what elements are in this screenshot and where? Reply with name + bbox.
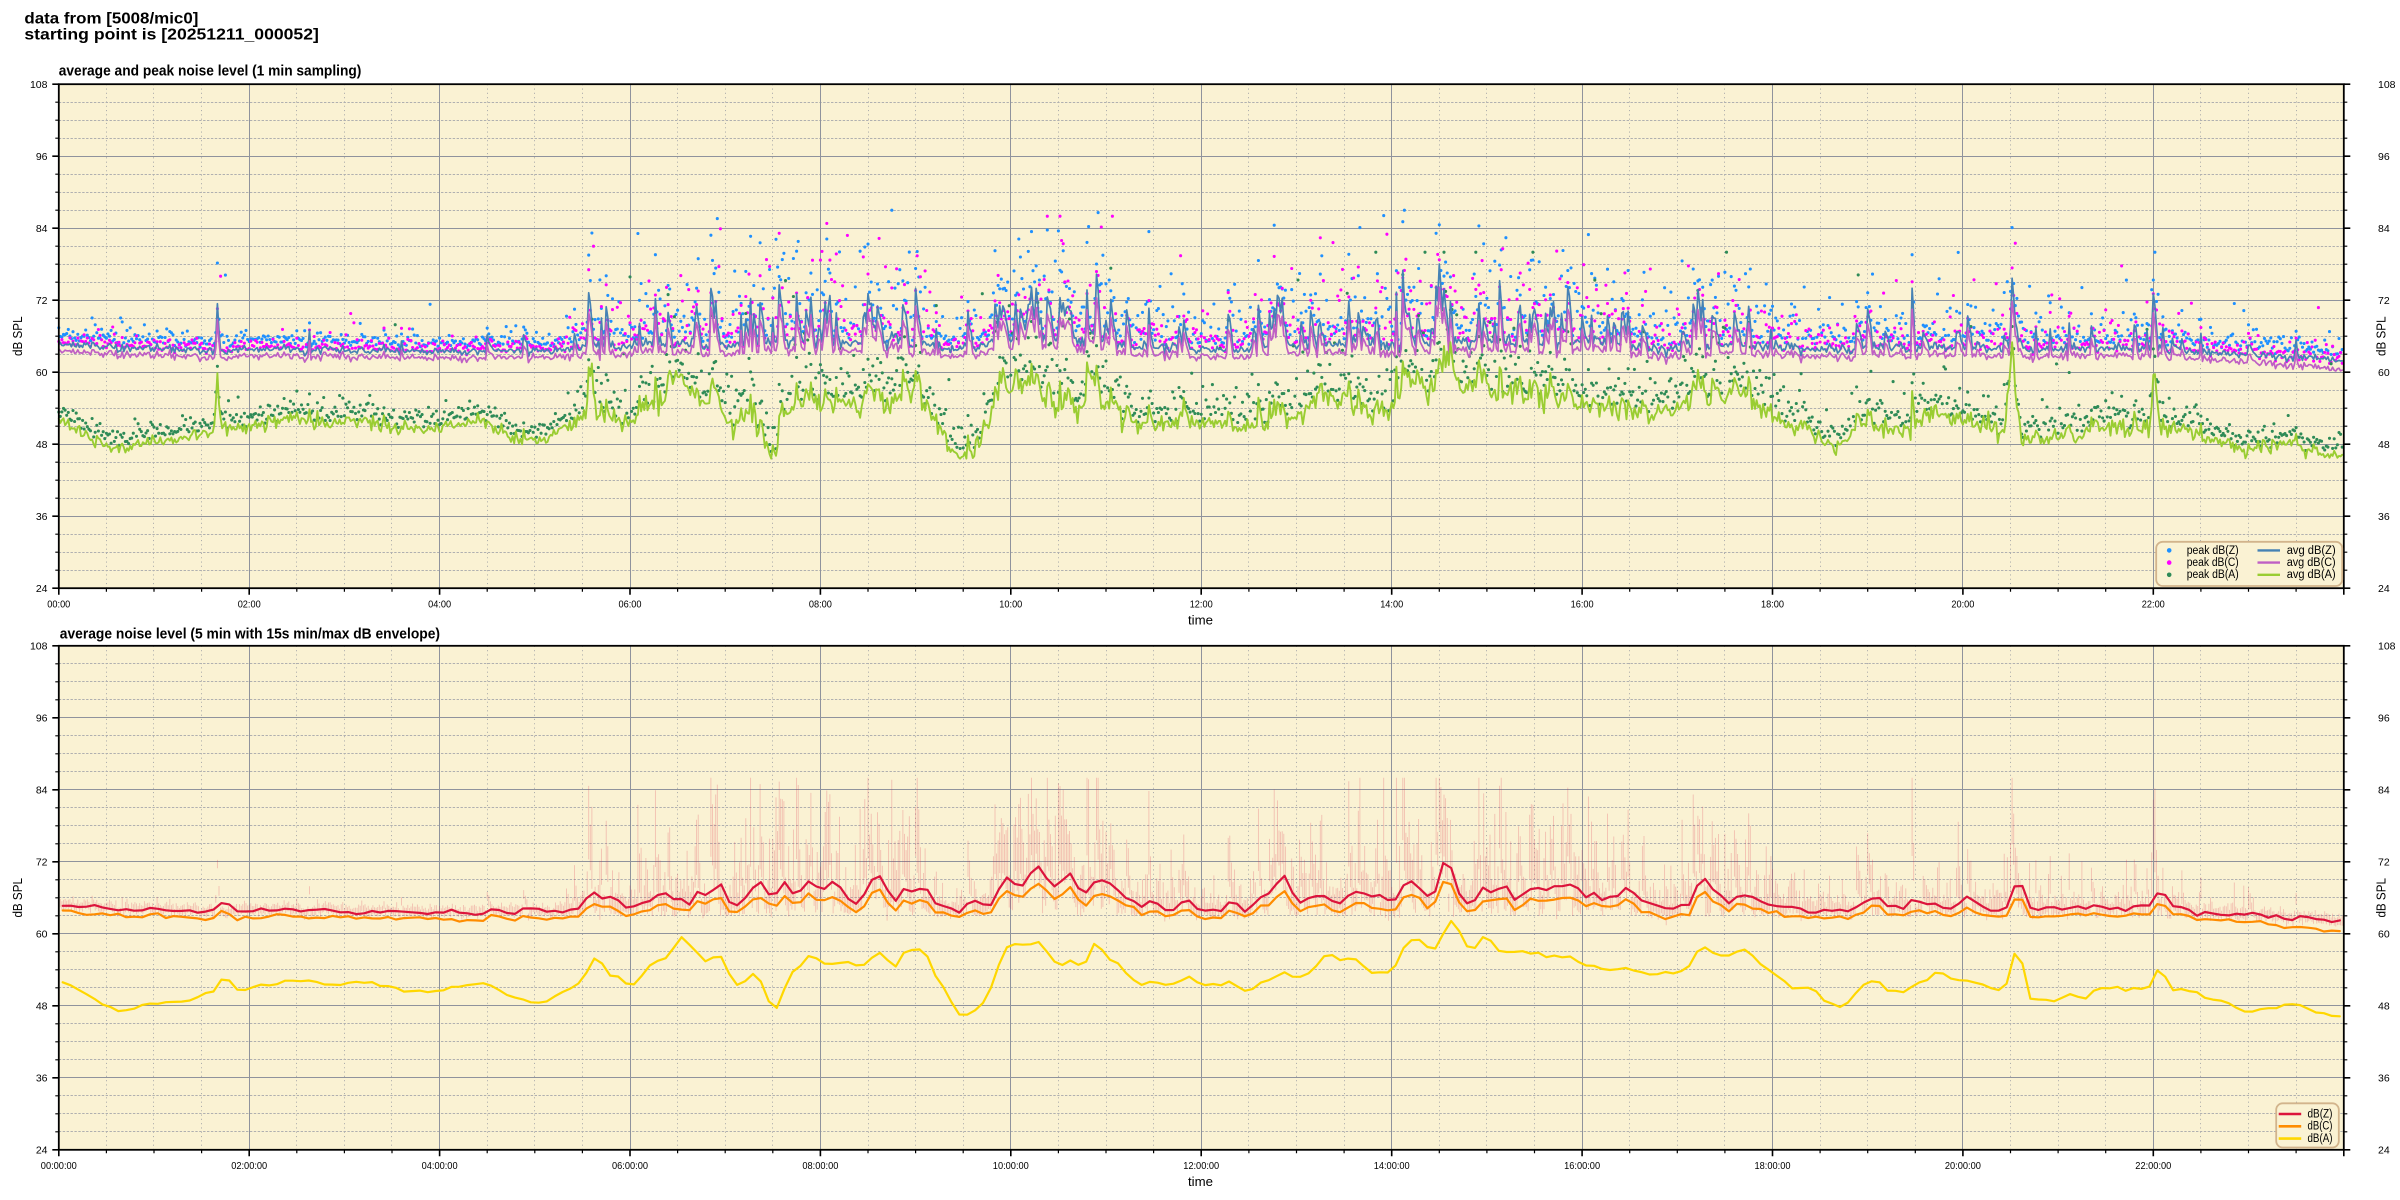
svg-text:data from [5008/mic0]: data from [5008/mic0] (24, 11, 198, 28)
svg-text:108: 108 (2378, 641, 2396, 653)
svg-text:average noise level (5 min wit: average noise level (5 min with 15s min/… (60, 626, 440, 642)
svg-text:dB(Z): dB(Z) (2308, 1108, 2333, 1120)
svg-text:dB SPL: dB SPL (10, 878, 25, 918)
svg-text:84: 84 (36, 785, 48, 797)
svg-text:14:00:00: 14:00:00 (1374, 1160, 1410, 1172)
svg-text:14:00: 14:00 (1380, 599, 1403, 611)
svg-text:72: 72 (36, 295, 48, 307)
svg-text:22:00: 22:00 (2142, 599, 2165, 611)
svg-text:24: 24 (36, 583, 48, 595)
svg-text:24: 24 (2378, 1145, 2390, 1157)
svg-text:time: time (1188, 613, 1213, 628)
svg-text:48: 48 (36, 1001, 48, 1013)
svg-text:avg dB(A): avg dB(A) (2287, 569, 2336, 581)
svg-text:96: 96 (36, 151, 48, 163)
svg-text:00:00:00: 00:00:00 (41, 1160, 77, 1172)
svg-text:36: 36 (2378, 1073, 2390, 1085)
svg-text:24: 24 (36, 1145, 48, 1157)
svg-text:peak dB(A): peak dB(A) (2187, 569, 2239, 581)
svg-text:16:00: 16:00 (1571, 599, 1594, 611)
svg-text:10:00:00: 10:00:00 (993, 1160, 1029, 1172)
svg-text:72: 72 (36, 857, 48, 869)
svg-text:60: 60 (36, 929, 48, 941)
svg-text:84: 84 (2378, 785, 2390, 797)
svg-text:starting point is [20251211_00: starting point is [20251211_000052] (24, 26, 319, 43)
svg-text:96: 96 (36, 713, 48, 725)
svg-text:72: 72 (2378, 295, 2390, 307)
svg-text:04:00: 04:00 (428, 599, 451, 611)
svg-text:48: 48 (2378, 1001, 2390, 1013)
svg-text:dB(C): dB(C) (2308, 1121, 2333, 1133)
svg-text:84: 84 (36, 223, 48, 235)
svg-text:12:00: 12:00 (1190, 599, 1213, 611)
svg-text:36: 36 (2378, 511, 2390, 523)
svg-text:18:00: 18:00 (1761, 599, 1784, 611)
svg-text:108: 108 (30, 641, 48, 653)
svg-text:avg dB(C): avg dB(C) (2287, 557, 2336, 569)
svg-text:60: 60 (36, 367, 48, 379)
svg-text:06:00:00: 06:00:00 (612, 1160, 648, 1172)
svg-text:dB SPL: dB SPL (2374, 316, 2389, 356)
svg-text:time: time (1188, 1174, 1213, 1189)
svg-text:peak dB(Z): peak dB(Z) (2187, 545, 2239, 557)
svg-text:36: 36 (36, 511, 48, 523)
svg-text:peak dB(C): peak dB(C) (2187, 557, 2239, 569)
svg-text:48: 48 (2378, 439, 2390, 451)
svg-text:12:00:00: 12:00:00 (1183, 1160, 1219, 1172)
svg-text:48: 48 (36, 439, 48, 451)
svg-text:18:00:00: 18:00:00 (1755, 1160, 1791, 1172)
svg-text:20:00:00: 20:00:00 (1945, 1160, 1981, 1172)
svg-text:20:00: 20:00 (1951, 599, 1974, 611)
svg-text:10:00: 10:00 (999, 599, 1022, 611)
svg-text:02:00: 02:00 (238, 599, 261, 611)
svg-text:108: 108 (30, 79, 48, 91)
svg-text:dB SPL: dB SPL (10, 316, 25, 356)
svg-text:08:00: 08:00 (809, 599, 832, 611)
svg-text:04:00:00: 04:00:00 (422, 1160, 458, 1172)
svg-text:96: 96 (2378, 713, 2390, 725)
svg-text:60: 60 (2378, 367, 2390, 379)
svg-text:36: 36 (36, 1073, 48, 1085)
svg-text:dB(A): dB(A) (2308, 1133, 2333, 1145)
svg-text:22:00:00: 22:00:00 (2135, 1160, 2171, 1172)
svg-text:average and peak noise level (: average and peak noise level (1 min samp… (59, 63, 362, 79)
svg-text:24: 24 (2378, 583, 2390, 595)
svg-text:84: 84 (2378, 223, 2390, 235)
svg-text:06:00: 06:00 (619, 599, 642, 611)
svg-text:60: 60 (2378, 929, 2390, 941)
svg-text:dB SPL: dB SPL (2374, 878, 2389, 918)
svg-text:02:00:00: 02:00:00 (231, 1160, 267, 1172)
svg-text:00:00: 00:00 (47, 599, 70, 611)
svg-text:08:00:00: 08:00:00 (802, 1160, 838, 1172)
svg-text:72: 72 (2378, 857, 2390, 869)
svg-text:96: 96 (2378, 151, 2390, 163)
svg-text:16:00:00: 16:00:00 (1564, 1160, 1600, 1172)
svg-text:avg dB(Z): avg dB(Z) (2287, 545, 2336, 557)
svg-text:108: 108 (2378, 79, 2396, 91)
